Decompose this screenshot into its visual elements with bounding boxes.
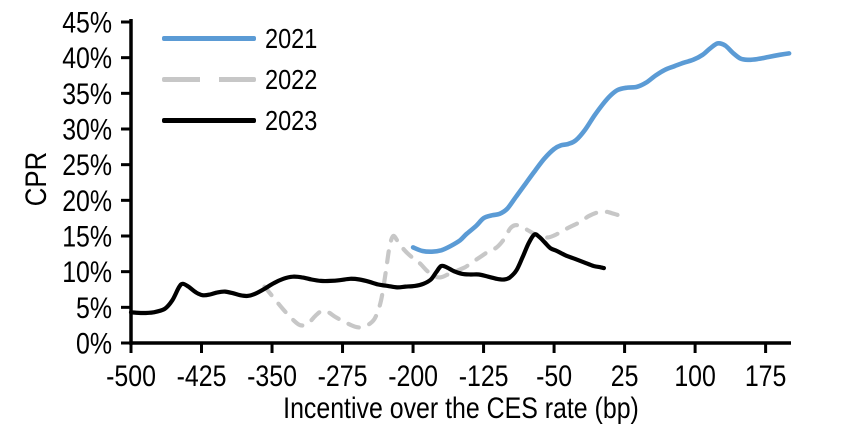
y-tick-label: 10% bbox=[62, 255, 112, 289]
x-axis-title: Incentive over the CES rate (bp) bbox=[283, 392, 639, 425]
x-tick-label: -500 bbox=[106, 359, 156, 393]
x-tick-label: 175 bbox=[745, 359, 787, 393]
y-tick-label: 0% bbox=[76, 326, 112, 360]
legend-label-2021: 2021 bbox=[265, 23, 318, 54]
x-tick-label: -350 bbox=[247, 359, 297, 393]
y-tick-label: 5% bbox=[76, 291, 112, 325]
y-tick-label: 20% bbox=[62, 184, 112, 218]
x-tick-label: -425 bbox=[177, 359, 227, 393]
legend-line-swatch-2022 bbox=[162, 77, 256, 82]
legend-item-2022: 2022 bbox=[162, 59, 327, 100]
y-tick-label: 40% bbox=[62, 41, 112, 75]
x-tick-label: 100 bbox=[674, 359, 716, 393]
x-tick-label: -200 bbox=[388, 359, 438, 393]
legend: 2021 2022 2023 bbox=[162, 18, 327, 141]
series-line-2022 bbox=[262, 209, 625, 330]
legend-label-2022: 2022 bbox=[265, 64, 318, 95]
legend-line-swatch-2023 bbox=[162, 118, 256, 123]
x-tick-label: -50 bbox=[536, 359, 572, 393]
y-tick-label: 25% bbox=[62, 148, 112, 182]
legend-item-2023: 2023 bbox=[162, 100, 327, 141]
x-tick-label: 25 bbox=[611, 359, 639, 393]
y-axis-title: CPR bbox=[20, 151, 53, 207]
legend-item-2021: 2021 bbox=[162, 18, 327, 59]
legend-line-swatch-2021 bbox=[162, 36, 256, 41]
x-tick-label: -125 bbox=[459, 359, 509, 393]
y-tick-label: 45% bbox=[62, 5, 112, 39]
y-tick-label: 15% bbox=[62, 219, 112, 253]
y-tick-label: 30% bbox=[62, 112, 112, 146]
y-tick-label: 35% bbox=[62, 77, 112, 111]
series-line-2023 bbox=[128, 232, 606, 316]
legend-label-2023: 2023 bbox=[265, 105, 318, 136]
x-tick-label: -275 bbox=[318, 359, 368, 393]
series-line-2021 bbox=[410, 40, 792, 255]
